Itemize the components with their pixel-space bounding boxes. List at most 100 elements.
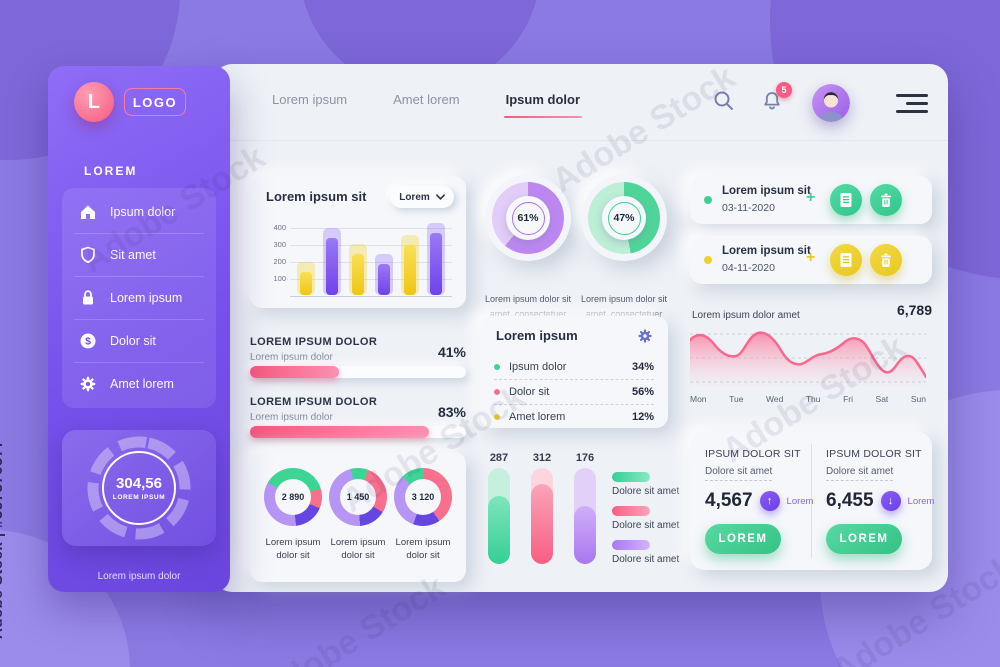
nav-link-lorem-ipsum[interactable]: Lorem ipsum [272,92,348,107]
sidebar-section-label: LOREM [84,164,138,178]
day-label: Sat [875,394,889,404]
mini-bar-value: 287 [489,452,509,464]
donut-value: 1 450 [340,479,376,515]
add-icon[interactable]: + [806,249,816,266]
logo-label: LOGO [132,94,178,110]
progress-title: LOREM IPSUM DOLOR [250,336,378,348]
stats-list: Ipsum dolor 34% Dolor sit 56% Amet lorem 12… [494,354,654,429]
legend-label: Dolore sit amet [612,520,680,531]
sidebar-item-sit-amet[interactable]: Sit amet [62,234,216,276]
sidebar-item-dolor-sit[interactable]: $ Dolor sit [62,320,216,362]
dropdown-value: Lorem [399,191,430,203]
progress-percent: 41% [437,344,466,360]
lorem-button[interactable]: LOREM [705,524,781,554]
top-nav: Lorem ipsum Amet lorem Ipsum dolor [272,92,583,118]
lorem-button[interactable]: LOREM [826,524,902,554]
add-icon[interactable]: + [806,189,816,206]
donut-caption: Lorem ipsum dolor sit [395,537,451,561]
progress-bar [250,366,466,378]
donut-percent: 61% [511,201,545,235]
logo-mark: L [74,82,114,122]
y-tick: 200 [273,257,286,266]
sidebar-menu: Ipsum dolor Sit amet Lorem ipsum $ Dolor… [62,188,216,408]
sidebar-item-ipsum-dolor[interactable]: Ipsum dolor [62,191,216,233]
progress-bar [250,426,466,438]
kpi-link[interactable]: Lorem [907,495,935,507]
sidebar-item-label: Sit amet [110,248,156,262]
y-tick: 400 [273,223,286,232]
list-item[interactable]: Dolor sit 56% [494,379,654,404]
y-tick: 300 [273,240,286,249]
grouped-bar-chart-card: Lorem ipsum sit Lorem 400 300 200 100 [250,176,466,308]
mini-bar [574,468,596,564]
list-item[interactable]: Ipsum dolor 34% [494,354,654,379]
burger-line [896,93,928,97]
task-date: 03-11-2020 [722,202,775,214]
search-button[interactable] [712,89,736,118]
day-label: Thu [805,394,821,404]
trash-icon [881,253,891,267]
mini-bar [488,468,510,564]
bar [375,254,393,295]
period-dropdown[interactable]: Lorem [390,186,454,208]
status-dot [494,414,500,420]
gauge-arc [87,436,191,540]
legend-label: Dolore sit amet [612,554,680,565]
delete-button[interactable] [870,244,902,276]
nav-link-ipsum-dolor-active[interactable]: Ipsum dolor [503,92,583,118]
sidebar: L LOGO LOREM Ipsum dolor Sit amet Lorem … [48,66,230,592]
progress-subtitle: Lorem ipsum dolor [250,352,333,363]
kpi-link[interactable]: Lorem [786,495,814,507]
donut-caption: Lorem ipsum dolor sit [330,537,386,561]
menu-toggle-button[interactable] [896,93,928,113]
sidebar-item-label: Lorem ipsum [110,291,183,305]
list-item-label: Dolor sit [509,386,550,398]
status-dot [494,363,500,370]
arrow-down-icon[interactable]: ↓ [880,491,901,511]
sidebar-item-label: Ipsum dolor [110,205,176,219]
arrow-up-icon[interactable]: ↑ [759,491,780,511]
donut-chart: 2 890 [264,468,322,526]
donut-chart: 1 450 [329,468,387,526]
legend-chip [612,540,650,550]
sidebar-item-lorem-ipsum[interactable]: Lorem ipsum [62,277,216,319]
list-item-value: 56% [631,386,654,398]
delete-button[interactable] [870,184,902,216]
document-button[interactable] [830,184,862,216]
day-label: Wed [765,394,784,404]
kpi-card: IPSUM DOLOR SIT Dolore sit amet 4,567 ↑ … [690,432,935,570]
document-button[interactable] [830,244,862,276]
notifications-button[interactable]: 5 [760,81,792,118]
progress-percent: 83% [437,404,466,420]
task-row[interactable]: Lorem ipsum sit 03-11-2020 + [690,176,932,224]
user-avatar[interactable] [812,84,850,122]
stats-list-card: Lorem ipsum Ipsum dolor 34% Dolor sit 56% … [480,316,668,428]
donut-value: 2 890 [275,479,311,515]
sidebar-item-label: Amet lorem [110,377,174,391]
task-title: Lorem ipsum sit [722,185,811,197]
header-icons: 5 [712,81,928,122]
burger-line [896,109,928,113]
shield-icon [81,246,95,264]
logo-button[interactable]: LOGO [124,88,186,116]
main-panel: Lorem ipsum Amet lorem Ipsum dolor 5 [214,64,948,592]
sidebar-item-label: Dolor sit [110,334,156,348]
notification-badge: 5 [776,81,792,98]
list-item[interactable]: Amet lorem 12% [494,404,654,429]
kpi-subtitle: Dolore sit amet [705,466,773,481]
grouped-bar-chart: 400 300 200 100 [273,220,452,297]
nav-link-amet-lorem[interactable]: Amet lorem [393,92,460,107]
home-icon [81,205,95,219]
donut-chart: 3 120 [394,468,452,526]
sidebar-caption: Lorem ipsum dolor [97,571,181,582]
menu-divider [74,233,204,234]
chevron-down-icon [435,194,445,200]
menu-divider [74,362,204,363]
gear-icon[interactable] [636,327,654,345]
task-row[interactable]: Lorem ipsum sit 04-11-2020 + [690,236,932,284]
mini-bar-value: 312 [532,452,552,464]
sidebar-item-amet-lorem[interactable]: Amet lorem [62,363,216,405]
legend-chip [612,472,650,482]
kpi-value: 6,455 [826,490,874,511]
kpi-value: 4,567 [705,490,753,511]
